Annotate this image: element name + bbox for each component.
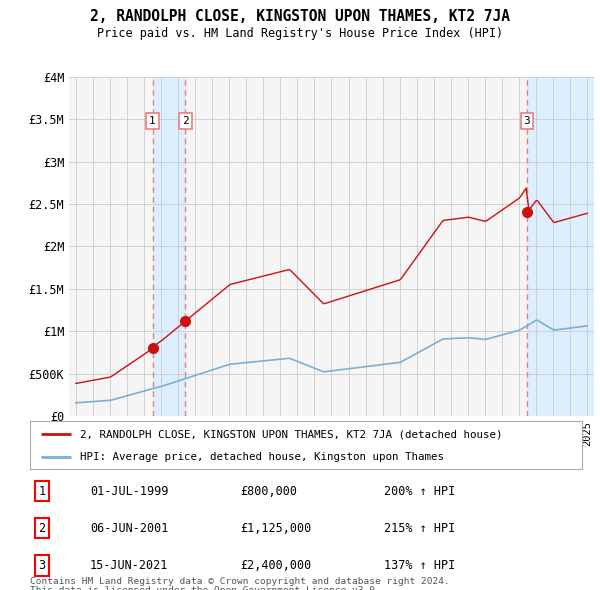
Text: 137% ↑ HPI: 137% ↑ HPI [384,559,455,572]
Text: 200% ↑ HPI: 200% ↑ HPI [384,484,455,498]
Text: 2, RANDOLPH CLOSE, KINGSTON UPON THAMES, KT2 7JA (detached house): 2, RANDOLPH CLOSE, KINGSTON UPON THAMES,… [80,429,502,439]
Text: 2, RANDOLPH CLOSE, KINGSTON UPON THAMES, KT2 7JA: 2, RANDOLPH CLOSE, KINGSTON UPON THAMES,… [90,9,510,24]
Text: 01-JUL-1999: 01-JUL-1999 [90,484,169,498]
Text: 3: 3 [38,559,46,572]
Text: Price paid vs. HM Land Registry's House Price Index (HPI): Price paid vs. HM Land Registry's House … [97,27,503,40]
Text: 215% ↑ HPI: 215% ↑ HPI [384,522,455,535]
Bar [527,77,594,416]
Text: £800,000: £800,000 [240,484,297,498]
Text: 2: 2 [38,522,46,535]
Text: 06-JUN-2001: 06-JUN-2001 [90,522,169,535]
Text: This data is licensed under the Open Government Licence v3.0.: This data is licensed under the Open Gov… [30,586,381,590]
Bar [152,77,185,416]
Text: 3: 3 [523,116,530,126]
Text: HPI: Average price, detached house, Kingston upon Thames: HPI: Average price, detached house, King… [80,452,443,462]
Text: 2: 2 [182,116,189,126]
Text: 1: 1 [149,116,156,126]
Text: £1,125,000: £1,125,000 [240,522,311,535]
Text: 15-JUN-2021: 15-JUN-2021 [90,559,169,572]
Text: Contains HM Land Registry data © Crown copyright and database right 2024.: Contains HM Land Registry data © Crown c… [30,577,450,586]
Text: 1: 1 [38,484,46,498]
Text: £2,400,000: £2,400,000 [240,559,311,572]
